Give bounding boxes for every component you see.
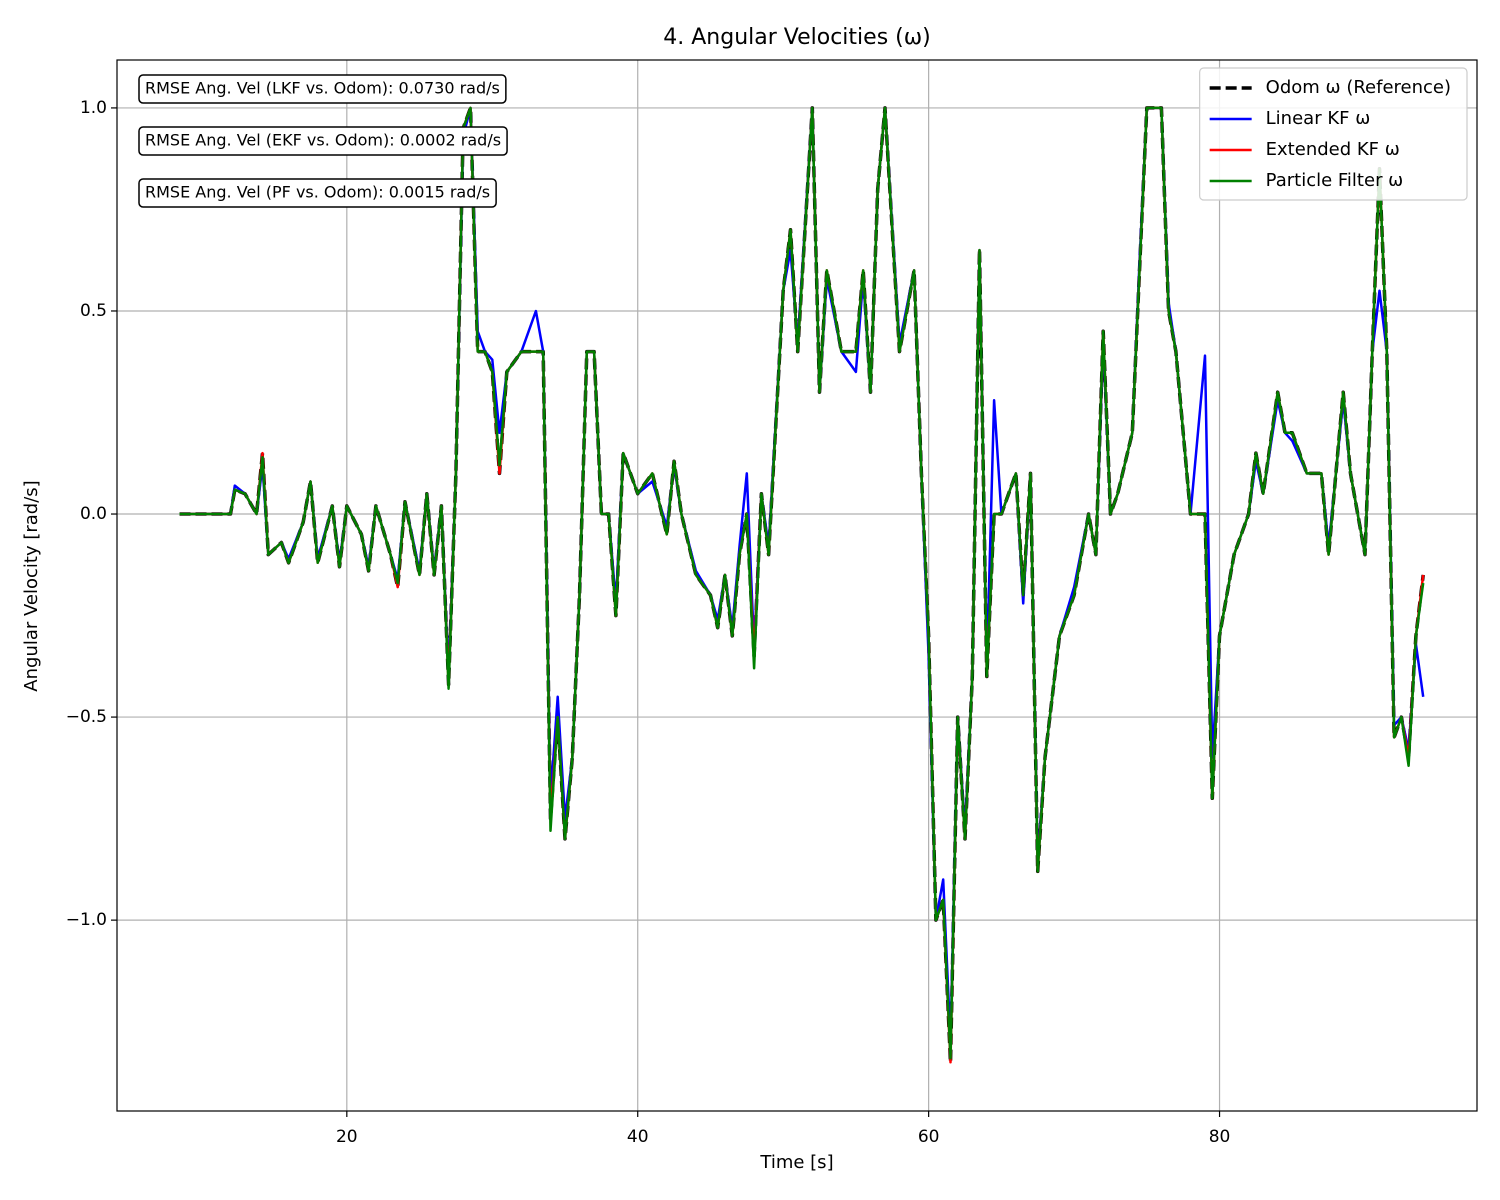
- legend: Odom ω (Reference) Linear KF ω Extended KF…: [1199, 67, 1468, 201]
- y-axis-label: Angular Velocity [rad/s]: [21, 480, 42, 691]
- legend-box: [1199, 67, 1468, 201]
- legend-label: Linear KF ω: [1266, 108, 1371, 129]
- plot-area: [179, 106, 1425, 1065]
- annotation-box: [138, 74, 507, 104]
- x-tick-label: 60: [918, 1127, 940, 1147]
- series-line: [179, 106, 1425, 1060]
- y-tick-label: 1.0: [80, 98, 107, 118]
- x-tick-label: 40: [627, 1127, 649, 1147]
- annotation-box: [138, 126, 508, 156]
- legend-label: Particle Filter ω: [1266, 170, 1404, 191]
- y-tick-label: −0.5: [66, 707, 107, 727]
- annotation: RMSE Ang. Vel (EKF vs. Odom): 0.0002 rad…: [138, 126, 508, 156]
- annotation: RMSE Ang. Vel (PF vs. Odom): 0.0015 rad/…: [138, 178, 497, 208]
- annotation-box: [138, 178, 497, 208]
- legend-label: Odom ω (Reference): [1266, 77, 1451, 98]
- annotation-text: RMSE Ang. Vel (EKF vs. Odom): 0.0002 rad…: [145, 131, 501, 150]
- x-tick-label: 20: [336, 1127, 358, 1147]
- y-tick-label: −1.0: [66, 910, 107, 930]
- x-axis-label: Time [s]: [759, 1152, 833, 1173]
- axes-frame: [116, 59, 1478, 1112]
- grid: 20 40 60 80 −1.0 −0.5 0.0 0.5 1.0: [66, 60, 1477, 1147]
- chart-title: 4. Angular Velocities (ω): [663, 25, 931, 50]
- x-tick-label: 80: [1209, 1127, 1231, 1147]
- annotation-text: RMSE Ang. Vel (LKF vs. Odom): 0.0730 rad…: [145, 79, 500, 98]
- overlay: RMSE Ang. Vel (LKF vs. Odom): 0.0730 rad…: [138, 67, 1468, 208]
- y-tick-label: 0.0: [80, 504, 107, 524]
- legend-label: Extended KF ω: [1266, 139, 1400, 160]
- annotation-text: RMSE Ang. Vel (PF vs. Odom): 0.0015 rad/…: [145, 183, 490, 202]
- y-tick-label: 0.5: [80, 301, 107, 321]
- annotation: RMSE Ang. Vel (LKF vs. Odom): 0.0730 rad…: [138, 74, 507, 104]
